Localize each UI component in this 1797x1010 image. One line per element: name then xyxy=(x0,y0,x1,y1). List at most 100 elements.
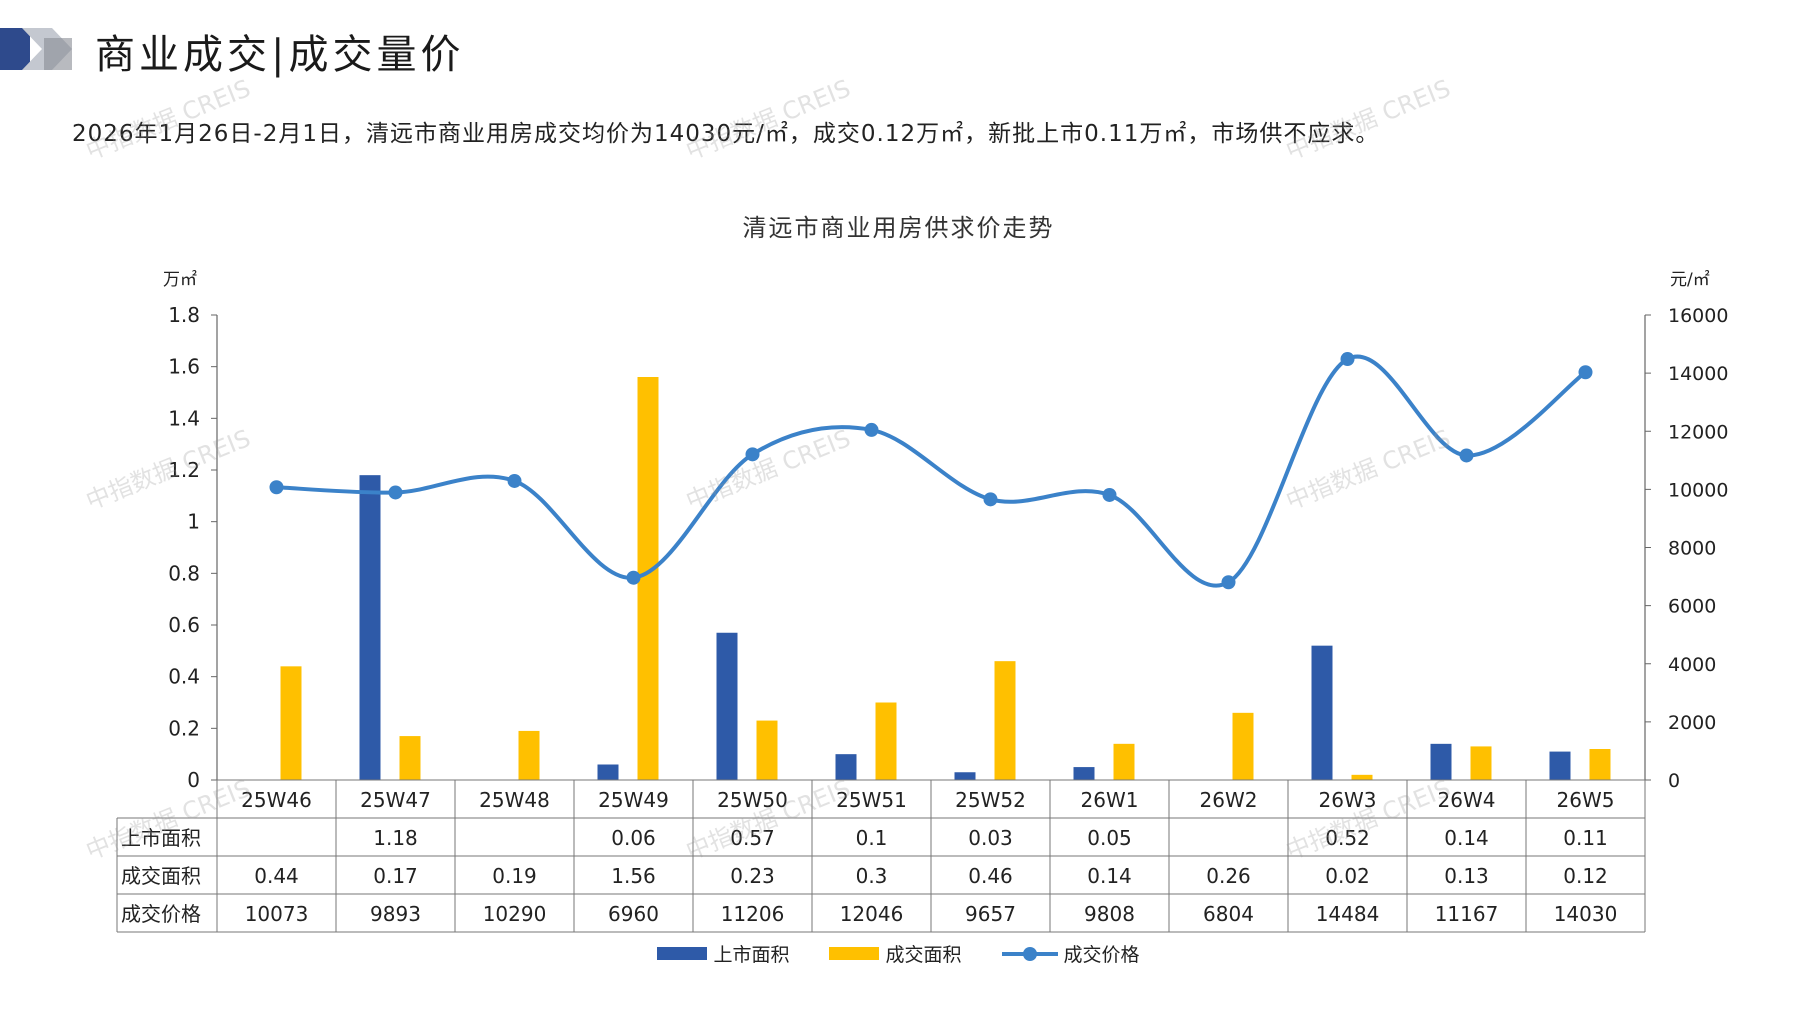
table-cell: 0.44 xyxy=(254,864,299,888)
category-label: 25W46 xyxy=(241,788,312,812)
right-tick-label: 0 xyxy=(1668,770,1680,792)
table-cell: 9808 xyxy=(1084,902,1135,926)
bar-supply xyxy=(359,475,381,780)
chart-title: 清远市商业用房供求价走势 xyxy=(742,214,1055,242)
right-tick-label: 6000 xyxy=(1668,596,1716,618)
left-tick-label: 0.6 xyxy=(168,613,200,637)
bar-supply xyxy=(1430,743,1452,780)
summary-text: 2026年1月26日-2月1日，清远市商业用房成交均价为14030元/㎡，成交0… xyxy=(72,121,1380,147)
bar-deal xyxy=(875,702,897,780)
bar-supply xyxy=(835,754,857,780)
bar-supply xyxy=(1549,751,1571,780)
brand-logo-icon xyxy=(0,28,72,70)
price-point xyxy=(1459,448,1474,463)
category-label: 25W49 xyxy=(598,788,669,812)
table-cell: 0.13 xyxy=(1444,864,1489,888)
table-cell: 12046 xyxy=(840,902,904,926)
category-label: 26W2 xyxy=(1200,788,1258,812)
left-tick-label: 0 xyxy=(187,768,200,792)
legend-item-price: 成交价格 xyxy=(1001,940,1140,967)
price-point xyxy=(1340,352,1355,367)
table-cell: 0.03 xyxy=(968,826,1013,850)
left-tick-label: 0.4 xyxy=(168,665,200,689)
legend-swatch-price xyxy=(1001,946,1058,961)
price-point xyxy=(507,473,522,488)
legend-swatch-deal xyxy=(829,947,880,960)
bar-deal xyxy=(994,661,1016,780)
right-axis-unit: 元/㎡ xyxy=(1670,270,1710,290)
left-tick-label: 0.8 xyxy=(168,561,200,585)
left-tick-label: 1.4 xyxy=(168,406,200,430)
table-cell: 14484 xyxy=(1316,902,1380,926)
bar-deal xyxy=(756,720,778,780)
category-label: 26W5 xyxy=(1557,788,1615,812)
legend-item-supply: 上市面积 xyxy=(657,940,789,967)
legend-label-deal: 成交面积 xyxy=(885,944,962,966)
bar-deal xyxy=(399,736,421,780)
table-cell: 1.56 xyxy=(611,864,656,888)
table-cell: 0.46 xyxy=(968,864,1013,888)
right-tick-label: 12000 xyxy=(1668,421,1728,443)
page-title: 商业成交|成交量价 xyxy=(95,32,465,78)
table-cell: 0.12 xyxy=(1563,864,1608,888)
bar-deal xyxy=(1589,749,1611,780)
table-cell: 6804 xyxy=(1203,902,1254,926)
price-point xyxy=(388,485,403,500)
table-cell: 14030 xyxy=(1554,902,1618,926)
right-tick-label: 2000 xyxy=(1668,712,1716,734)
table-cell: 11167 xyxy=(1435,902,1499,926)
category-label: 25W47 xyxy=(360,788,431,812)
category-label: 25W48 xyxy=(479,788,550,812)
bar-deal xyxy=(1113,743,1135,780)
table-cell: 0.17 xyxy=(373,864,418,888)
table-cell: 0.05 xyxy=(1087,826,1132,850)
bar-deal xyxy=(1470,746,1492,780)
legend-item-deal: 成交面积 xyxy=(829,940,962,967)
table-cell: 11206 xyxy=(721,902,785,926)
right-tick-label: 10000 xyxy=(1668,479,1728,501)
bar-deal xyxy=(518,730,540,780)
category-label: 25W52 xyxy=(955,788,1026,812)
price-point xyxy=(1578,365,1593,380)
right-tick-label: 4000 xyxy=(1668,654,1716,676)
table-cell: 0.14 xyxy=(1087,864,1132,888)
price-point xyxy=(269,480,284,495)
category-label: 26W3 xyxy=(1319,788,1377,812)
bar-deal xyxy=(1232,712,1254,780)
table-cell: 6960 xyxy=(608,902,659,926)
table-row-label: 成交价格 xyxy=(121,902,201,926)
category-label: 26W1 xyxy=(1081,788,1139,812)
table-cell: 10290 xyxy=(483,902,547,926)
table-row-label: 成交面积 xyxy=(121,864,201,888)
legend-label-supply: 上市面积 xyxy=(713,944,790,966)
price-point xyxy=(983,492,998,507)
right-tick-label: 14000 xyxy=(1668,363,1728,385)
table-cell: 0.19 xyxy=(492,864,537,888)
left-axis-unit: 万㎡ xyxy=(163,270,197,290)
table-cell: 0.06 xyxy=(611,826,656,850)
left-tick-label: 0.2 xyxy=(168,716,200,740)
left-tick-label: 1.6 xyxy=(168,355,200,379)
right-tick-label: 16000 xyxy=(1668,305,1728,327)
table-cell: 0.26 xyxy=(1206,864,1251,888)
bar-deal xyxy=(637,377,659,780)
bar-supply xyxy=(1073,767,1095,780)
price-line xyxy=(276,354,1587,588)
table-cell: 9657 xyxy=(965,902,1016,926)
left-tick-label: 1 xyxy=(187,510,200,534)
price-point xyxy=(864,422,879,437)
table-cell: 10073 xyxy=(245,902,309,926)
table-cell: 1.18 xyxy=(373,826,418,850)
table-cell: 0.1 xyxy=(856,826,888,850)
legend-swatch-supply xyxy=(657,947,708,960)
table-row-label: 上市面积 xyxy=(121,826,201,850)
table-cell: 0.3 xyxy=(856,864,888,888)
bar-deal xyxy=(280,666,302,780)
left-tick-label: 1.2 xyxy=(168,458,200,482)
left-tick-label: 1.8 xyxy=(168,303,200,327)
price-point xyxy=(1102,487,1117,502)
table-cell: 9893 xyxy=(370,902,421,926)
price-point xyxy=(626,570,641,585)
category-label: 25W51 xyxy=(836,788,907,812)
